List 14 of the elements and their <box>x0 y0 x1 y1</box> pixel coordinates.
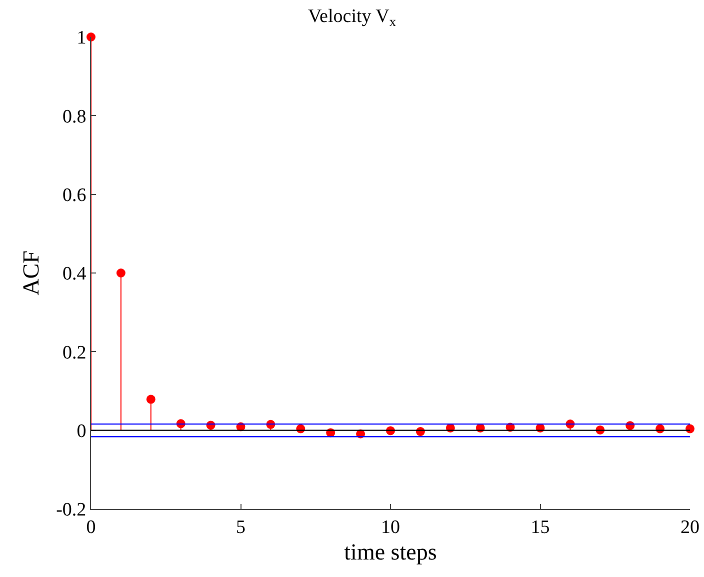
y-tick-label: -0.2 <box>56 500 86 521</box>
y-tick-label: 0 <box>76 420 86 442</box>
y-tick-label: 1 <box>76 28 86 49</box>
y-tick-label: 0.8 <box>62 106 86 128</box>
y-tick-label: 0.4 <box>62 264 87 285</box>
y-tick-label: 0.6 <box>62 184 86 206</box>
x-tick-label: 10 <box>381 516 400 538</box>
chart-title: Velocity V$_{x}$ <box>308 6 396 29</box>
x-tick-label: 5 <box>236 516 246 538</box>
x-axis-title: time steps <box>344 539 437 564</box>
x-tick-label: 15 <box>530 516 550 538</box>
y-axis-title: ACF <box>18 250 44 296</box>
y-tick-label: 0.2 <box>62 342 86 364</box>
x-tick-label: 20 <box>680 516 700 538</box>
